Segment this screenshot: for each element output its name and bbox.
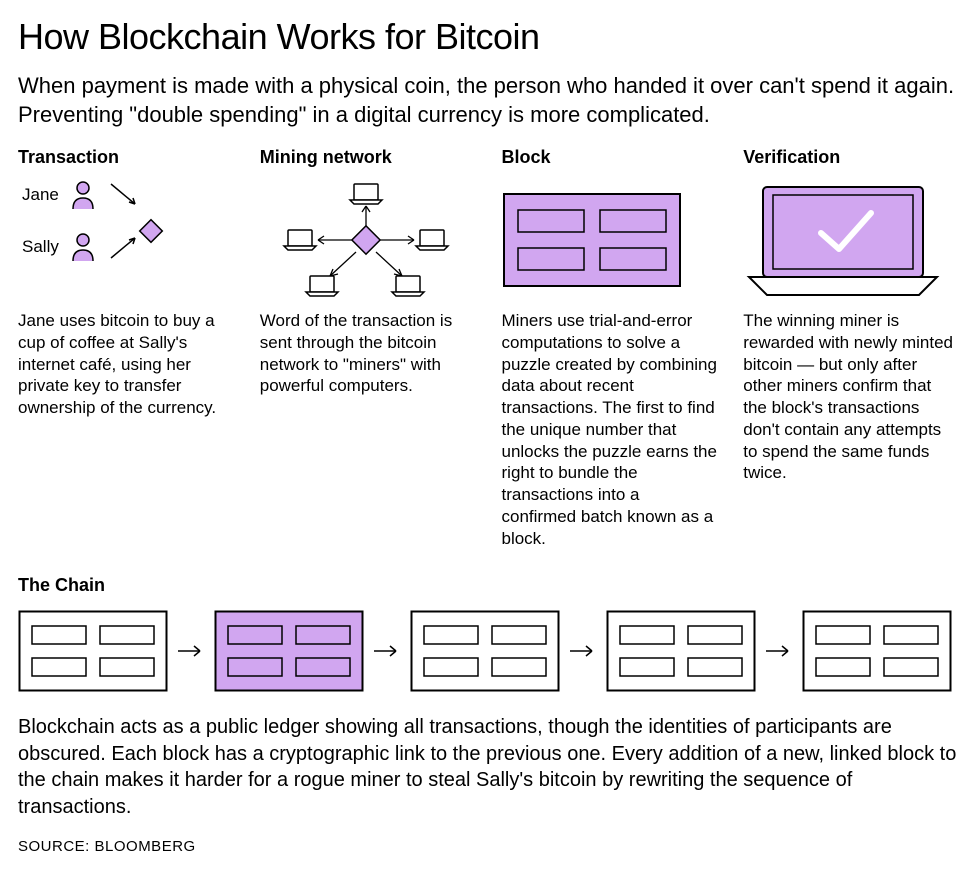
person-label-sally: Sally (22, 237, 59, 257)
source-label: SOURCE: BLOOMBERG (18, 838, 959, 855)
arrow-right-icon (568, 641, 598, 661)
col-desc-verification: The winning miner is rewarded with newly… (743, 310, 959, 484)
arrow-right-icon (764, 641, 794, 661)
col-desc-mining: Word of the transaction is sent through … (260, 310, 476, 397)
person-icon (69, 232, 97, 262)
chain-block (410, 610, 560, 692)
col-header-verification: Verification (743, 147, 959, 168)
chain-header: The Chain (18, 575, 959, 596)
verification-illustration (743, 180, 959, 300)
col-header-block: Block (502, 147, 718, 168)
columns-grid: Transaction Jane Sally (18, 147, 959, 549)
col-transaction: Transaction Jane Sally (18, 147, 234, 549)
col-desc-transaction: Jane uses bitcoin to buy a cup of coffee… (18, 310, 234, 419)
chain-block (606, 610, 756, 692)
chain-row (18, 610, 959, 692)
arrow-right-icon (176, 641, 206, 661)
col-verification: Verification The winning miner is reward… (743, 147, 959, 549)
chain-block (802, 610, 952, 692)
transaction-illustration: Jane Sally (18, 180, 234, 300)
chain-block (214, 610, 364, 692)
arrow-right-icon (372, 641, 402, 661)
col-mining: Mining network (260, 147, 476, 549)
page-title: How Blockchain Works for Bitcoin (18, 16, 959, 58)
chain-text: Blockchain acts as a public ledger showi… (18, 714, 958, 820)
block-illustration (502, 180, 718, 300)
person-icon (69, 180, 97, 210)
intro-text: When payment is made with a physical coi… (18, 72, 958, 129)
col-header-mining: Mining network (260, 147, 476, 168)
diamond-icon (136, 216, 166, 246)
col-desc-block: Miners use trial-and-error computations … (502, 310, 718, 549)
col-header-transaction: Transaction (18, 147, 234, 168)
col-block: Block Miners use trial-and-error computa… (502, 147, 718, 549)
chain-block (18, 610, 168, 692)
arrow-down-right-icon (107, 180, 141, 210)
mining-illustration (260, 180, 476, 300)
person-label-jane: Jane (22, 185, 59, 205)
